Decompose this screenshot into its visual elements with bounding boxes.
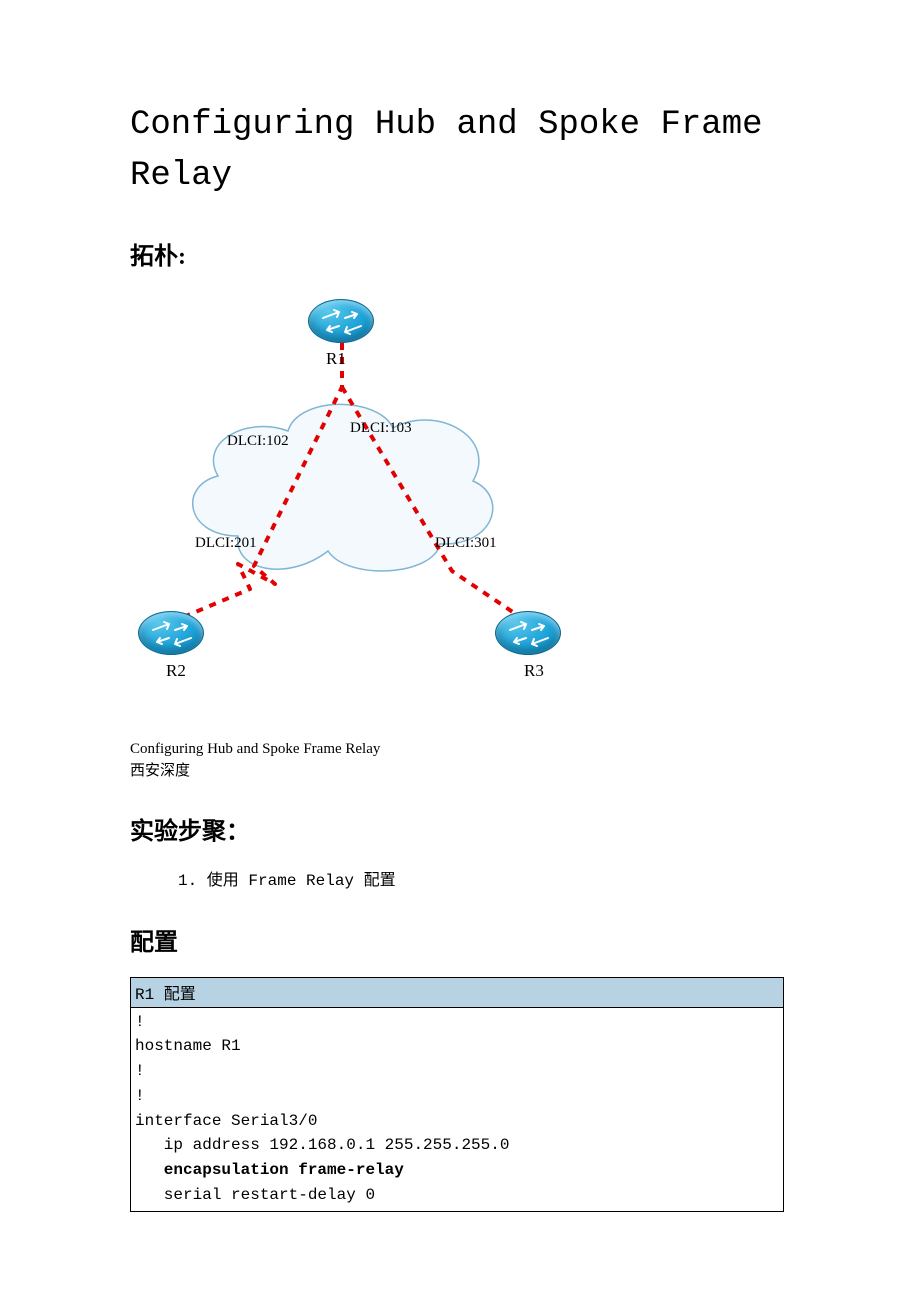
config-line: serial restart-delay 0 (135, 1186, 375, 1204)
config-body: ! hostname R1 ! ! interface Serial3/0 ip… (131, 1007, 784, 1211)
router-r1-icon (308, 299, 374, 343)
config-line: hostname R1 (135, 1037, 241, 1055)
config-line: ! (135, 1062, 145, 1080)
config-line: encapsulation frame-relay (135, 1161, 404, 1179)
page-title: Configuring Hub and Spoke Frame Relay (130, 100, 800, 202)
caption-line-1: Configuring Hub and Spoke Frame Relay (130, 741, 380, 757)
router-r2-icon (138, 611, 204, 655)
dlci-301-label: DLCI:301 (435, 535, 497, 552)
section-config-heading: 配置 (130, 922, 800, 957)
router-r1-label: R1 (326, 349, 346, 369)
step-1: 1. 使用 Frame Relay 配置 (178, 866, 800, 890)
section-topology-heading: 拓朴: (130, 236, 800, 271)
config-line: ! (135, 1087, 145, 1105)
router-r3-label: R3 (524, 661, 544, 681)
dlci-103-label: DLCI:103 (350, 420, 412, 437)
config-line: ip address 192.168.0.1 255.255.255.0 (135, 1136, 509, 1154)
config-line: interface Serial3/0 (135, 1112, 317, 1130)
dlci-201-label: DLCI:201 (195, 535, 257, 552)
dlci-102-label: DLCI:102 (227, 433, 289, 450)
section-steps-heading: 实验步聚： (130, 811, 800, 846)
config-line: ! (135, 1013, 145, 1031)
config-header: R1 配置 (131, 977, 784, 1007)
router-r3-icon (495, 611, 561, 655)
topology-diagram: R1 R2 R3 DLCI:102 DLCI:103 DLCI:201 DLCI… (130, 291, 610, 731)
config-table: R1 配置 ! hostname R1 ! ! interface Serial… (130, 977, 784, 1212)
router-r2-label: R2 (166, 661, 186, 681)
diagram-caption: Configuring Hub and Spoke Frame Relay 西安… (130, 739, 800, 783)
caption-line-2: 西安深度 (130, 763, 190, 779)
